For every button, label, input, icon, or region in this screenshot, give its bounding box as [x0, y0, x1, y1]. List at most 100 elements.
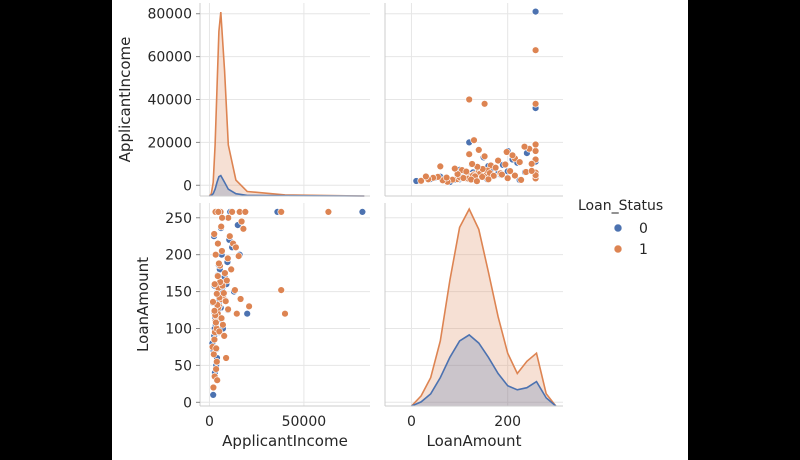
x-tick-loan-1: 200	[494, 414, 521, 430]
scatter-tr-point-1-66	[511, 171, 519, 180]
scatter-bl-point-1-67	[218, 214, 226, 222]
scatter-bl-point-1-55	[210, 230, 218, 238]
scatter-bl-point-1-44	[213, 290, 221, 298]
scatter-bl-point-1-69	[236, 295, 245, 303]
scatter-bl-point-1-53	[215, 327, 224, 336]
y-tick-loan-0: 0	[183, 395, 192, 411]
scatter-tr-point-1-69	[475, 146, 483, 154]
scatter-bl-point-1-38	[281, 310, 289, 318]
scatter-bl-point-1-37	[324, 208, 333, 216]
scatter-tr-point-1-63	[436, 162, 444, 171]
kde-income-1-line	[208, 12, 365, 197]
scatter-tr-point-1-26	[470, 136, 478, 144]
scatter-bl-point-1-61	[239, 225, 248, 233]
x-axis-label-income: ApplicantIncome	[222, 432, 348, 450]
scatter-bl-point-1-35	[241, 208, 250, 216]
y-tick-income-3: 60000	[147, 50, 192, 66]
scatter-tr-point-1-62	[451, 164, 459, 173]
scatter-tr-point-1-18	[459, 174, 468, 182]
pairplot-figure: 0 20000 40000 60000 80000 0 50 100 150 200 250 0 500…	[112, 0, 688, 460]
scatter-tr-point-1-23	[501, 160, 509, 169]
scatter-bl-point-1-57	[210, 280, 219, 288]
x-tick-loan-0: 0	[407, 414, 416, 430]
scatter-tr-point-1-54	[442, 173, 451, 182]
scatter-bl-point-1-33	[228, 208, 236, 216]
legend-marker-0	[613, 223, 623, 233]
scatter-tr-point-1-60	[528, 160, 536, 168]
scatter-bl-point-1-50	[224, 305, 232, 313]
scatter-bl-point-1-21	[220, 289, 228, 297]
scatter-tr-point-1-38	[465, 95, 473, 104]
y-axis-label-income: ApplicantIncome	[116, 37, 134, 163]
legend-title: Loan_Status	[578, 198, 663, 214]
legend-label-0: 0	[639, 221, 648, 237]
scatter-tr-point-1-68	[465, 150, 473, 158]
scatter-bl-point-1-26	[245, 302, 253, 310]
y-tick-income-4: 80000	[147, 7, 192, 23]
scatter-bl-point-1-36	[277, 208, 285, 216]
scatter-bl-point-1-24	[226, 232, 234, 240]
scatter-bl-point-1-25	[237, 217, 246, 226]
scatter-tr-point-1-57	[484, 175, 493, 184]
kde-income-0-fill	[209, 175, 365, 196]
scatter-bl-point-1-58	[227, 265, 235, 274]
x-tick-income-1: 50000	[282, 414, 327, 430]
scatter-tr-point-1-40	[417, 177, 425, 185]
scatter-bl-point-1-56	[217, 222, 225, 231]
scatter-tr-point-1-51	[473, 177, 481, 185]
scatter-tr-point-1-42	[462, 167, 470, 176]
scatter-bl-point-1-65	[211, 251, 220, 259]
scatter-bl-point-1-39	[277, 286, 285, 294]
scatter-bl-point-1-42	[217, 314, 226, 322]
y-axis-label-loan: LoanAmount	[134, 257, 152, 352]
scatter-bl-point-0-36	[209, 391, 217, 399]
scatter-tr-point-1-59	[508, 151, 517, 160]
kde-loan-1-fill	[411, 209, 556, 406]
scatter-tr-point-1-67	[528, 167, 536, 175]
scatter-tr-point-1-65	[504, 174, 512, 182]
scatter-tr-point-1-14	[491, 164, 500, 172]
scatter-bl-point-1-27	[213, 358, 221, 366]
scatter-bl-point-1-32	[214, 208, 223, 216]
scatter-bl-point-1-66	[214, 239, 222, 248]
scatter-tr-point-1-35	[531, 140, 540, 149]
scatter-bl-point-0-35	[358, 208, 367, 216]
y-tick-loan-2: 100	[165, 321, 192, 337]
scatter-bl-point-1-49	[234, 252, 243, 260]
scatter-bl-point-1-10	[210, 335, 219, 344]
scatter-bl-point-1-60	[224, 214, 233, 222]
y-tick-loan-3: 150	[165, 285, 192, 301]
scatter-tr-point-1-34	[531, 147, 540, 155]
scatter-tr-point-1-36	[531, 100, 540, 108]
kde-income-1-fill	[209, 12, 365, 196]
x-axis-label-loan: LoanAmount	[427, 432, 522, 450]
scatter-bl-point-1-62	[220, 332, 228, 340]
scatter-bl-point-1-54	[212, 344, 220, 353]
scatter-bl-point-1-43	[221, 297, 230, 305]
scatter-bl-point-1-52	[215, 259, 223, 268]
scatter-bl-point-1-68	[233, 310, 241, 318]
y-tick-loan-1: 50	[174, 358, 192, 374]
scatter-tr-point-0-35	[531, 7, 540, 16]
y-tick-income-0: 0	[183, 178, 192, 194]
scatter-bl-point-1-14	[221, 269, 229, 277]
scatter-tr-point-1-37	[531, 46, 540, 54]
y-tick-loan-5: 250	[165, 211, 192, 227]
legend-label-1: 1	[639, 242, 648, 258]
scatter-bl-point-1-28	[212, 365, 220, 373]
scatter-tr-point-1-24	[516, 158, 524, 166]
scatter-tr-point-1-50	[468, 160, 476, 168]
scatter-tr-point-1-55	[517, 176, 525, 184]
scatter-tr-point-1-39	[480, 100, 489, 108]
scatter-tr-point-1-64	[422, 172, 430, 181]
scatter-bl-point-1-47	[210, 307, 219, 315]
scatter-tr-point-1-49	[503, 148, 511, 156]
scatter-tr-point-1-52	[498, 170, 506, 179]
y-tick-income-1: 20000	[147, 135, 192, 151]
scatter-bl-point-1-41	[219, 321, 227, 329]
scatter-bl-point-0-26	[243, 310, 251, 318]
kde-income-0-line	[209, 174, 365, 197]
scatter-bl-point-1-11	[218, 247, 226, 255]
y-tick-income-2: 40000	[147, 93, 192, 109]
scatter-bl-point-1-64	[213, 376, 221, 384]
